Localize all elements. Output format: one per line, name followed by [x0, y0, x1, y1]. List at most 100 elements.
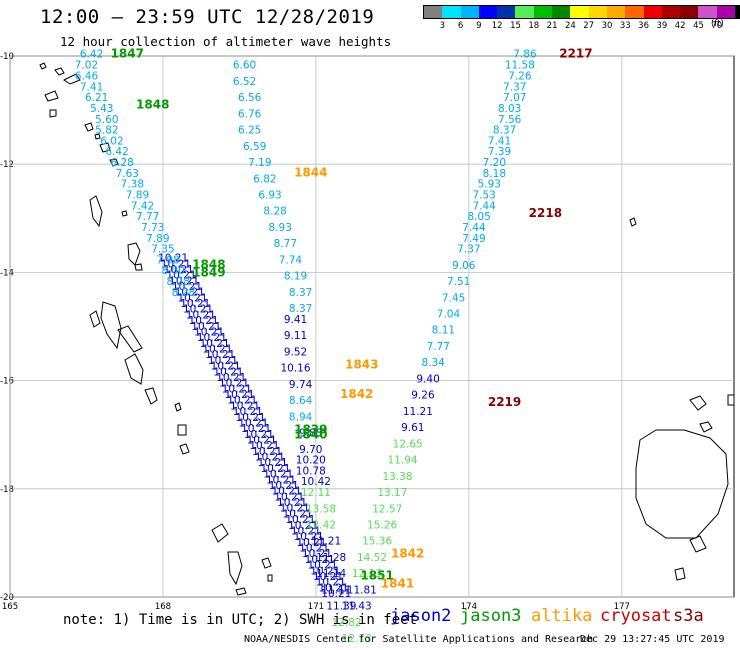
- swh-value: 10.21: [227, 395, 257, 407]
- swh-value: 9.83: [299, 428, 322, 440]
- swh-value: 12.82: [331, 617, 361, 629]
- swh-value: 5.82: [95, 125, 118, 137]
- swh-value: 8.37: [289, 287, 312, 299]
- swh-value: 7.44: [472, 200, 496, 212]
- generated-timestamp: Dec 29 13:27:45 UTC 2019: [580, 634, 725, 645]
- swh-value: 11.94: [388, 455, 418, 467]
- swh-value: 10.21: [305, 554, 335, 566]
- swh-value: 10.21: [164, 264, 194, 276]
- swh-value: 6.02: [100, 135, 123, 147]
- swh-value: 6.42: [105, 146, 128, 158]
- swh-value: 8.11: [432, 325, 455, 337]
- swh-value: 7.49: [462, 233, 485, 245]
- pass-label: 1848: [136, 98, 169, 112]
- swh-value: 5.43: [90, 103, 113, 115]
- longitude-label: 171: [308, 602, 324, 612]
- swh-value: 10.21: [197, 332, 227, 344]
- island-outline: [635, 429, 729, 539]
- swh-value: 8.19: [284, 271, 307, 283]
- swh-value: 6.76: [238, 108, 262, 120]
- swh-value: 8.28: [172, 287, 195, 299]
- swh-value: 10.20: [296, 455, 326, 467]
- swh-value: 12.65: [393, 438, 423, 450]
- pass-label: 1842: [340, 387, 373, 401]
- swh-value: 7.37: [457, 244, 480, 256]
- swh-value: 9.26: [411, 390, 435, 402]
- wave-height-values: 10.2110.2110.2110.2110.2110.2110.2110.21…: [75, 48, 537, 645]
- swh-value: 10.21: [247, 435, 277, 447]
- legend-jason3: jason3: [460, 606, 522, 626]
- color-scale-unit: (ft): [711, 19, 724, 29]
- swh-value: 8.00: [161, 265, 184, 277]
- swh-value: 10.21: [180, 298, 210, 310]
- color-scale-labels: 3 6 9 12 15 18 21 24 27 30 33 36 39 42 45 70: [423, 19, 740, 31]
- swh-value: 10.21: [233, 406, 263, 418]
- swh-value: 6.28: [110, 157, 133, 169]
- swh-value: 10.21: [321, 588, 351, 600]
- color-swatch: [606, 6, 626, 18]
- swh-value: 10.21: [172, 281, 202, 293]
- swh-value: 10.21: [175, 287, 205, 299]
- swh-value: 6.42: [80, 48, 103, 60]
- island-outline: [39, 62, 81, 118]
- swh-value: 7.89: [146, 233, 169, 245]
- coastlines: [39, 62, 735, 596]
- swh-value: 10.21: [230, 400, 260, 412]
- pass-label: 1849: [192, 265, 225, 279]
- longitude-label: 174: [461, 602, 477, 612]
- color-scale-label: 33: [619, 21, 631, 31]
- swh-value: 7.98: [156, 254, 179, 266]
- swh-value: 7.19: [248, 157, 271, 169]
- swh-value: 10.21: [216, 372, 246, 384]
- swh-value: 10.21: [294, 531, 324, 543]
- swh-value: 6.21: [85, 92, 108, 104]
- swh-value: 13.38: [382, 471, 412, 483]
- swh-value: 15.36: [362, 536, 392, 548]
- swh-value: 8.18: [483, 168, 506, 180]
- swh-value: 12.11: [301, 487, 331, 499]
- swh-value: 11.28: [316, 552, 346, 564]
- swh-value: 7.20: [483, 157, 506, 169]
- swh-value: 6.60: [233, 60, 256, 72]
- latitude-label: -18: [0, 485, 14, 495]
- swh-value: 11.11: [321, 584, 351, 596]
- credit-line: NOAA/NESDIS Center for Satellite Applica…: [244, 634, 594, 645]
- swh-value: 10.21: [291, 525, 321, 537]
- swh-value: 6.46: [75, 70, 99, 82]
- swh-value: 10.21: [208, 355, 238, 367]
- pass-label: 2218: [529, 206, 562, 220]
- swh-value: 10.21: [158, 253, 188, 265]
- swh-value: 7.45: [442, 292, 465, 304]
- swh-value: 8.37: [493, 125, 516, 137]
- swh-value: 8.94: [289, 411, 313, 423]
- swh-value: 6.59: [243, 141, 266, 153]
- swh-value: 10.21: [310, 565, 340, 577]
- swh-value: 7.89: [126, 189, 149, 201]
- swh-value: 8.37: [289, 303, 312, 315]
- swh-value: 10.21: [299, 543, 329, 555]
- color-swatch: [625, 6, 644, 18]
- color-swatch: [643, 6, 662, 18]
- swh-value: 10.21: [213, 366, 243, 378]
- color-scale-label: 24: [564, 21, 576, 31]
- swh-value: 8.34: [421, 357, 445, 369]
- swh-value: 10.21: [274, 491, 304, 503]
- color-scale-label: 9: [476, 21, 482, 31]
- color-swatch: [533, 6, 553, 18]
- swh-value: 6.82: [253, 173, 276, 185]
- swh-value: 8.03: [498, 103, 521, 115]
- swh-value: 8.05: [467, 211, 490, 223]
- swh-value: 10.21: [244, 429, 274, 441]
- swh-value: 7.04: [437, 309, 461, 321]
- color-scale-label: 45: [693, 21, 704, 31]
- swh-value: 10.21: [255, 452, 285, 464]
- swh-value: 7.53: [472, 189, 495, 201]
- latitude-label: -12: [0, 160, 14, 170]
- color-scale-label: 12: [491, 21, 503, 31]
- swh-value: 10.21: [296, 537, 326, 549]
- color-scale-label: 21: [546, 21, 558, 31]
- swh-value: 5.93: [478, 179, 501, 191]
- swh-value: 10.21: [191, 321, 221, 333]
